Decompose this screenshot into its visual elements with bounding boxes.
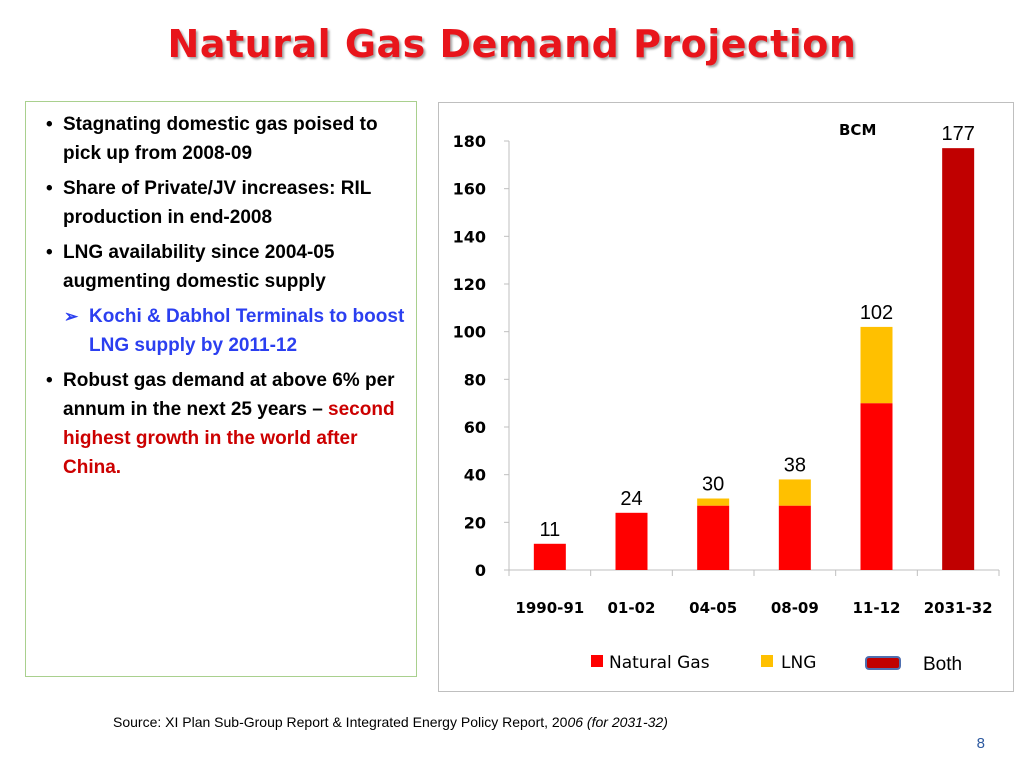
bar-segment-both (942, 148, 975, 570)
source-italic-text: 06 (for 2031-32) (567, 714, 668, 730)
bullet-textbox: • Stagnating domestic gas poised to pick… (25, 101, 417, 677)
bar-total-label: 102 (860, 302, 893, 324)
bar-total-label: 24 (620, 488, 642, 510)
arrow-bullet-icon: ➢ (64, 307, 79, 326)
legend-swatch-natural-gas (591, 655, 603, 667)
bullet-marker: • (46, 178, 53, 199)
y-tick-label: 0 (475, 561, 486, 580)
legend-label-both: Both (923, 654, 962, 675)
bullet-item: • Robust gas demand at above 6% per annu… (26, 366, 418, 482)
bullet-marker: • (46, 114, 53, 135)
bullet-marker: • (46, 242, 53, 263)
bullet-marker: • (46, 370, 53, 391)
page-number: 8 (976, 735, 985, 752)
y-tick-label: 60 (464, 418, 486, 437)
y-tick-label: 140 (453, 227, 486, 246)
bar-total-label: 30 (702, 474, 724, 496)
x-category-label: 2031-32 (924, 599, 993, 617)
source-note: Source: XI Plan Sub-Group Report & Integ… (113, 714, 668, 730)
y-tick-label: 100 (453, 323, 486, 342)
legend-label-lng: LNG (781, 653, 816, 673)
bar-segment-lng (697, 498, 730, 506)
highlight-text: second highest growth in the world after… (63, 399, 395, 478)
bar-segment-natural-gas (697, 505, 730, 570)
y-tick-label: 120 (453, 275, 486, 294)
y-tick-label: 20 (464, 513, 486, 532)
bar-total-label: 11 (539, 519, 560, 541)
bar-segment-lng (860, 326, 893, 404)
bar-total-label: 177 (941, 123, 974, 145)
bar-segment-lng (778, 479, 811, 506)
legend-swatch-lng (761, 655, 773, 667)
source-text: Source: XI Plan Sub-Group Report & Integ… (113, 714, 568, 730)
bullet-text: LNG availability since 2004-05 augmentin… (63, 242, 335, 292)
legend-label-natural-gas: Natural Gas (609, 653, 710, 673)
x-category-label: 01-02 (608, 599, 656, 617)
bar-chart: 0 20 40 60 80 100 120 140 160 180 11 1990-91 24 01-02… (453, 121, 1000, 675)
bar-segment-natural-gas (533, 543, 566, 570)
bullet-item: • LNG availability since 2004-05 augment… (26, 238, 418, 296)
unit-label: BCM (839, 121, 876, 139)
sub-bullet-item: ➢ Kochi & Dabhol Terminals to boost LNG … (26, 302, 418, 360)
bullet-item: • Share of Private/JV increases: RIL pro… (26, 174, 418, 232)
y-tick-label: 40 (464, 466, 486, 485)
bullet-text: Stagnating domestic gas poised to pick u… (63, 114, 378, 164)
slide-title: Natural Gas Demand Projection (167, 22, 857, 66)
bullet-item: • Stagnating domestic gas poised to pick… (26, 110, 418, 168)
y-tick-label: 160 (453, 180, 486, 199)
legend-swatch-both (865, 656, 901, 670)
y-tick-label: 80 (464, 370, 486, 389)
bar-segment-natural-gas (860, 403, 893, 570)
bullet-list: • Stagnating domestic gas poised to pick… (26, 110, 418, 488)
sub-bullet-text: Kochi & Dabhol Terminals to boost LNG su… (89, 306, 405, 356)
x-category-label: 04-05 (689, 599, 737, 617)
bullet-text: Share of Private/JV increases: RIL produ… (63, 178, 372, 228)
y-tick-label: 180 (453, 132, 486, 151)
bar-segment-natural-gas (615, 512, 648, 570)
x-category-label: 08-09 (771, 599, 819, 617)
x-category-label: 1990-91 (515, 599, 584, 617)
bar-segment-natural-gas (778, 505, 811, 570)
x-category-label: 11-12 (853, 599, 901, 617)
bullet-text: Robust gas demand at above 6% per annum … (63, 370, 395, 420)
bar-total-label: 38 (784, 454, 806, 476)
chart-container: 0 20 40 60 80 100 120 140 160 180 11 1990-91 24 01-02… (438, 102, 1014, 692)
